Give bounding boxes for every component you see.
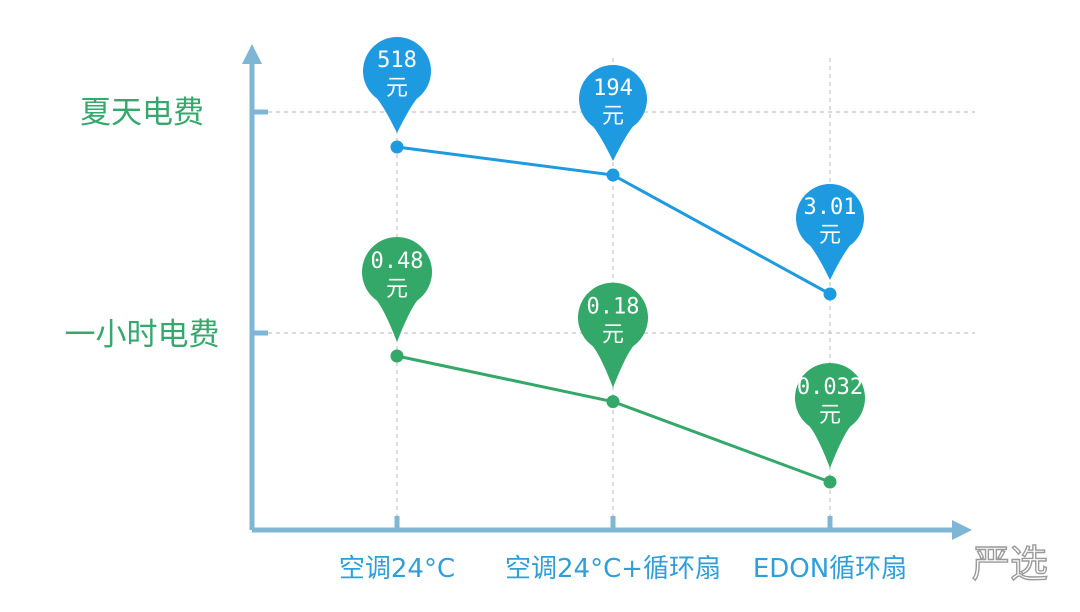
data-label-unit: 元 <box>386 76 408 101</box>
data-label-unit: 元 <box>602 104 624 129</box>
pin-shape <box>579 65 647 162</box>
data-point <box>390 140 404 154</box>
data-label-unit: 元 <box>602 323 624 348</box>
value-pin: 3.01 元 <box>796 184 865 280</box>
axis-labels: 夏天电费 一小时电费 空调24°C 空调24°C+循环扇 EDON循环扇 <box>65 95 908 584</box>
pin-shape <box>362 236 433 342</box>
data-label-unit: 元 <box>386 277 408 302</box>
x-tick-label-ac-fan: 空调24°C+循环扇 <box>505 554 721 584</box>
y-label-summer-cost: 夏天电费 <box>80 95 204 131</box>
data-point <box>606 395 620 409</box>
pin-shape <box>795 362 866 468</box>
pin-shape <box>362 37 432 133</box>
data-label-value: 518 <box>377 48 417 73</box>
data-point <box>823 475 837 489</box>
x-axis-arrow <box>952 520 972 540</box>
data-label-value: 0.48 <box>371 249 424 274</box>
x-tick-label-edon-fan: EDON循环扇 <box>753 554 907 584</box>
pin-shape <box>796 184 865 280</box>
value-pin: 518 元 <box>362 37 432 133</box>
x-tick-label-ac: 空调24°C <box>339 554 455 584</box>
series-layer <box>390 140 837 489</box>
data-label-value: 0.18 <box>587 295 640 320</box>
data-label-unit: 元 <box>819 223 841 248</box>
value-pin: 0.18 元 <box>578 282 648 388</box>
value-pin: 0.032 元 <box>795 362 866 468</box>
y-label-hourly-cost: 一小时电费 <box>65 317 220 353</box>
data-label-unit: 元 <box>819 403 841 428</box>
data-label-value: 0.032 <box>797 375 863 400</box>
value-pins: 518 元 194 元 3.01 元 0.48 元 0.18 元 0.032 元 <box>362 37 866 468</box>
data-point <box>390 349 404 363</box>
watermark: 严选 <box>972 542 1048 586</box>
data-label-value: 194 <box>593 76 633 101</box>
value-pin: 0.48 元 <box>362 236 433 342</box>
data-point <box>606 168 620 182</box>
data-label-value: 3.01 <box>804 195 857 220</box>
data-point <box>823 287 837 301</box>
y-axis-arrow <box>242 44 262 64</box>
pin-shape <box>578 282 648 388</box>
value-pin: 194 元 <box>579 65 647 162</box>
axes <box>242 44 972 540</box>
